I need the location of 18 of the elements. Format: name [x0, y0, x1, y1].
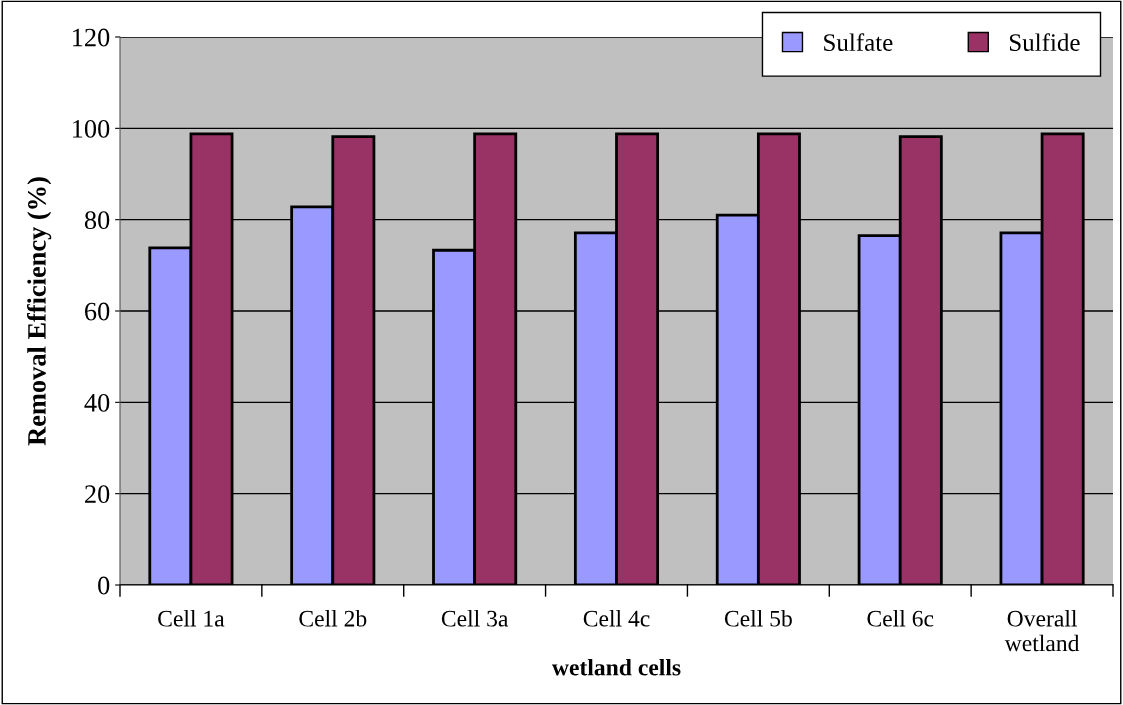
x-tick-label: Cell 2b: [299, 610, 367, 627]
y-tick-label: 100: [73, 119, 110, 138]
y-tick-label: 20: [85, 485, 110, 504]
legend-label: Sulfate: [824, 33, 893, 51]
x-tick-label: Cell 5b: [724, 610, 792, 627]
x-tick-label: Cell 4c: [583, 610, 650, 627]
legend-label: Sulfide: [1009, 33, 1080, 51]
y-tick-label: 60: [85, 302, 110, 321]
y-tick-label: 40: [84, 393, 110, 412]
y-tick-label: 0: [98, 576, 110, 595]
x-tick-label: Cell 1a: [158, 610, 225, 627]
x-axis-title: wetland cells: [551, 658, 681, 676]
x-tick-label: Cell 6c: [867, 610, 934, 627]
y-tick-label: 120: [73, 28, 110, 47]
x-tick-label: Cell 3a: [441, 610, 509, 627]
y-axis-title: Removal Efficiency (%): [26, 177, 52, 446]
y-tick-label: 80: [84, 211, 110, 230]
x-tick-label: Overall wetland: [1004, 610, 1080, 652]
